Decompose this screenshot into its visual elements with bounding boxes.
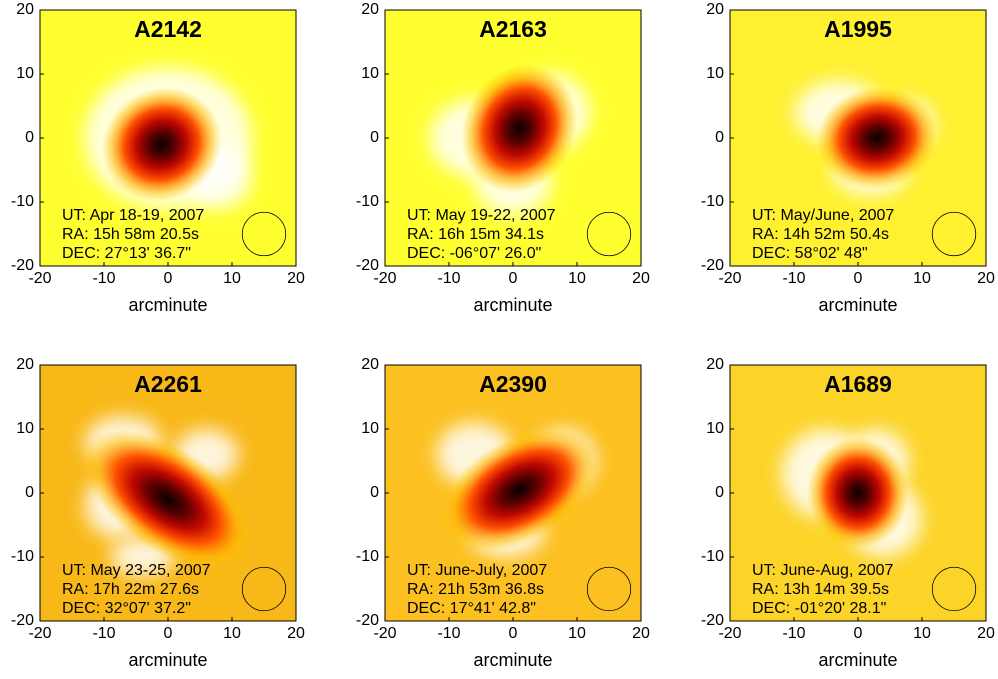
- x-tick-label: 0: [509, 625, 518, 642]
- y-tick-label: -20: [701, 257, 724, 274]
- annotation: UT: Apr 18-19, 2007: [62, 207, 204, 224]
- y-tick-label: -20: [701, 612, 724, 629]
- y-tick-label: -10: [701, 193, 724, 210]
- y-tick-label: 0: [25, 484, 34, 501]
- y-tick-label: -20: [11, 612, 34, 629]
- annotation: DEC: -06°07' 26.0": [407, 245, 541, 262]
- panel-title: A1995: [824, 16, 892, 42]
- x-tick-label: -10: [437, 270, 460, 287]
- x-tick-label: 10: [223, 270, 241, 287]
- y-tick-label: 0: [715, 129, 724, 146]
- annotation: UT: May/June, 2007: [752, 207, 894, 224]
- y-tick-label: 0: [25, 129, 34, 146]
- x-tick-label: 0: [509, 270, 518, 287]
- annotation: UT: May 23-25, 2007: [62, 562, 211, 579]
- x-axis-label: arcminute: [128, 295, 207, 315]
- y-tick-label: -20: [356, 612, 379, 629]
- x-tick-label: 20: [632, 270, 650, 287]
- panel-title: A1689: [824, 371, 892, 397]
- y-tick-label: 20: [361, 356, 379, 373]
- x-axis-label: arcminute: [818, 295, 897, 315]
- x-axis-label: arcminute: [818, 650, 897, 670]
- y-tick-label: 0: [370, 484, 379, 501]
- x-tick-label: 20: [632, 625, 650, 642]
- x-tick-label: 10: [913, 270, 931, 287]
- annotation: RA: 16h 15m 34.1s: [407, 226, 544, 243]
- annotation: RA: 15h 58m 20.5s: [62, 226, 199, 243]
- annotation: DEC: 32°07' 37.2": [62, 600, 191, 617]
- y-tick-label: 20: [361, 1, 379, 18]
- x-tick-label: -10: [437, 625, 460, 642]
- panel-title: A2261: [134, 371, 202, 397]
- x-tick-label: -10: [92, 270, 115, 287]
- x-tick-label: -10: [782, 625, 805, 642]
- figure: -20 -10 0 10 20 -20 -10 0 10 20 arcminute A2142 UT: …: [0, 0, 998, 674]
- cluster-signal: [807, 437, 909, 550]
- y-tick-label: 20: [16, 356, 34, 373]
- y-tick-label: 10: [361, 65, 379, 82]
- y-tick-label: 20: [16, 1, 34, 18]
- y-tick-label: -10: [356, 548, 379, 565]
- annotation: RA: 21h 53m 36.8s: [407, 581, 544, 598]
- x-tick-label: 10: [568, 625, 586, 642]
- y-tick-label: -10: [356, 193, 379, 210]
- annotation: RA: 17h 22m 27.6s: [62, 581, 199, 598]
- y-tick-label: 0: [715, 484, 724, 501]
- y-tick-label: 10: [361, 420, 379, 437]
- x-tick-label: -10: [92, 625, 115, 642]
- x-tick-label: 0: [164, 270, 173, 287]
- annotation: DEC: -01°20' 28.1": [752, 600, 886, 617]
- x-tick-label: 10: [223, 625, 241, 642]
- y-tick-label: 10: [706, 420, 724, 437]
- panel-title: A2142: [134, 16, 202, 42]
- panel-title: A2163: [479, 16, 547, 42]
- annotation: UT: June-Aug, 2007: [752, 562, 894, 579]
- x-tick-label: -10: [782, 270, 805, 287]
- y-tick-label: -10: [11, 548, 34, 565]
- annotation: RA: 14h 52m 50.4s: [752, 226, 889, 243]
- annotation: UT: May 19-22, 2007: [407, 207, 556, 224]
- x-tick-label: 10: [913, 625, 931, 642]
- x-tick-label: 0: [164, 625, 173, 642]
- panel-title: A2390: [479, 371, 547, 397]
- x-axis-label: arcminute: [473, 295, 552, 315]
- annotation: UT: June-July, 2007: [407, 562, 547, 579]
- annotation: RA: 13h 14m 39.5s: [752, 581, 889, 598]
- y-tick-label: 20: [706, 1, 724, 18]
- annotation: DEC: 58°02' 48": [752, 245, 868, 262]
- y-tick-label: 20: [706, 356, 724, 373]
- x-tick-label: 20: [287, 270, 305, 287]
- annotation: DEC: 27°13' 36.7": [62, 245, 191, 262]
- y-tick-label: -10: [701, 548, 724, 565]
- x-tick-label: 0: [854, 270, 863, 287]
- annotation: DEC: 17°41' 42.8": [407, 600, 536, 617]
- y-tick-label: 10: [706, 65, 724, 82]
- x-tick-label: 10: [568, 270, 586, 287]
- y-tick-label: -20: [11, 257, 34, 274]
- x-axis-label: arcminute: [473, 650, 552, 670]
- y-tick-label: 10: [16, 420, 34, 437]
- x-tick-label: 20: [287, 625, 305, 642]
- x-tick-label: 0: [854, 625, 863, 642]
- y-tick-label: 10: [16, 65, 34, 82]
- x-tick-label: 20: [977, 270, 995, 287]
- y-tick-label: -20: [356, 257, 379, 274]
- x-tick-label: 20: [977, 625, 995, 642]
- y-tick-label: -10: [11, 193, 34, 210]
- y-tick-label: 0: [370, 129, 379, 146]
- panel: -20-1001020-20-1001020arcminuteA2142UT: …: [11, 1, 305, 315]
- x-axis-label: arcminute: [128, 650, 207, 670]
